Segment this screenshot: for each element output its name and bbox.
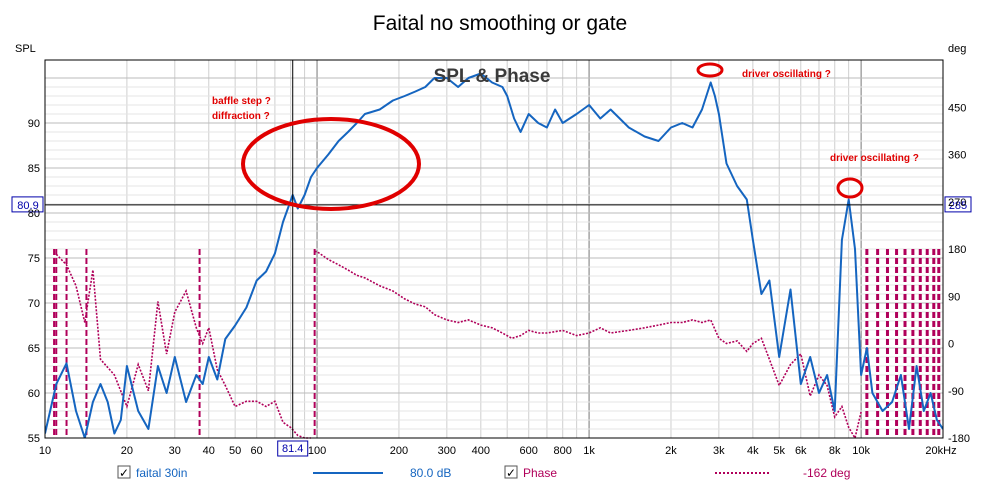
x-tick-label: 50	[229, 445, 241, 457]
x-tick-label: 1k	[583, 445, 595, 457]
x-tick-label: 10	[39, 445, 51, 457]
y-left-tick-label: 90	[28, 118, 40, 130]
highlight-ellipse-baffle	[241, 117, 421, 211]
legend-check-spl: ✓	[119, 466, 129, 480]
cursor-y-left-label: 80.9	[17, 200, 38, 212]
x-tick-label: 40	[203, 445, 215, 457]
y-left-tick-label: 85	[28, 163, 40, 175]
cursor-y-right-box	[944, 196, 972, 213]
spl-series	[44, 72, 944, 439]
y-right-tick-label: 270	[948, 197, 966, 209]
x-tick-label: 100	[308, 445, 326, 457]
annotation-driver-oscillating-1: driver oscillating ?	[742, 69, 831, 80]
y-left-tick-label: 80	[28, 208, 40, 220]
x-tick-label: 30	[169, 445, 181, 457]
y-left-tick-label: 75	[28, 253, 40, 265]
annotation-driver-oscillating-2: driver oscillating ?	[830, 153, 919, 164]
x-axis-ticks: 10 20 30 40 50 60 100 200 300 400 600 800 1k 2k 3k 4k 5k…	[39, 445, 957, 457]
y-right-tick-label: 450	[948, 102, 966, 114]
legend-label-phase: Phase	[523, 466, 557, 480]
x-tick-label: 200	[390, 445, 408, 457]
y-right-axis-ticks: -180 -90 0 90 180 270 360 450	[948, 102, 970, 445]
annotation-diffraction: diffraction ?	[212, 111, 270, 122]
plot-frame	[44, 59, 944, 439]
y-right-tick-label: 180	[948, 244, 966, 256]
y-left-unit: SPL	[15, 43, 36, 55]
legend: ✓ faital 30in 80.0 dB ✓ Phase -162 deg	[117, 465, 850, 480]
highlight-ellipse-osc2	[836, 177, 864, 199]
x-tick-label: 8k	[829, 445, 841, 457]
y-left-tick-label: 65	[28, 343, 40, 355]
x-tick-label: 600	[520, 445, 538, 457]
y-left-tick-label: 70	[28, 298, 40, 310]
y-left-tick-label: 55	[28, 433, 40, 445]
inner-title: SPL & Phase	[434, 66, 551, 87]
y-left-tick-label: 60	[28, 388, 40, 400]
y-right-tick-label: 90	[948, 291, 960, 303]
cursor-x-box	[277, 440, 309, 457]
cursor-y-left-box	[11, 196, 44, 213]
cursor-y-right-label: 285	[949, 200, 967, 212]
y-right-tick-label: 360	[948, 150, 966, 162]
highlight-ellipse-osc1	[696, 62, 724, 78]
chart-title: Faital no smoothing or gate	[373, 12, 627, 35]
cursor-x-label: 81.4	[282, 443, 303, 455]
x-tick-label: 20	[121, 445, 133, 457]
y-right-tick-label: 0	[948, 339, 954, 351]
x-tick-label: 400	[472, 445, 490, 457]
x-tick-label: 5k	[773, 445, 785, 457]
legend-checkbox-spl[interactable]	[117, 465, 131, 479]
legend-value-phase: -162 deg	[803, 466, 850, 480]
legend-value-spl: 80.0 dB	[410, 466, 451, 480]
legend-checkbox-phase[interactable]	[504, 465, 518, 479]
annotation-baffle-step: baffle step ?	[212, 96, 271, 107]
y-right-tick-label: -180	[948, 433, 970, 445]
x-tick-label: 20kHz	[925, 445, 956, 457]
x-tick-label: 6k	[795, 445, 807, 457]
y-right-unit: deg	[948, 43, 966, 55]
phase-series	[44, 249, 941, 441]
spl-line	[45, 72, 943, 438]
y-right-tick-label: -90	[948, 386, 964, 398]
x-tick-label: 3k	[713, 445, 725, 457]
x-tick-label: 2k	[665, 445, 677, 457]
x-tick-label: 4k	[747, 445, 759, 457]
x-tick-label: 60	[251, 445, 263, 457]
x-tick-label: 800	[554, 445, 572, 457]
x-tick-label: 10k	[852, 445, 870, 457]
x-tick-label: 300	[438, 445, 456, 457]
legend-check-phase: ✓	[506, 466, 516, 480]
y-left-axis-ticks: 55 60 65 70 75 80 85 90	[28, 118, 40, 445]
legend-label-spl: faital 30in	[136, 466, 187, 480]
